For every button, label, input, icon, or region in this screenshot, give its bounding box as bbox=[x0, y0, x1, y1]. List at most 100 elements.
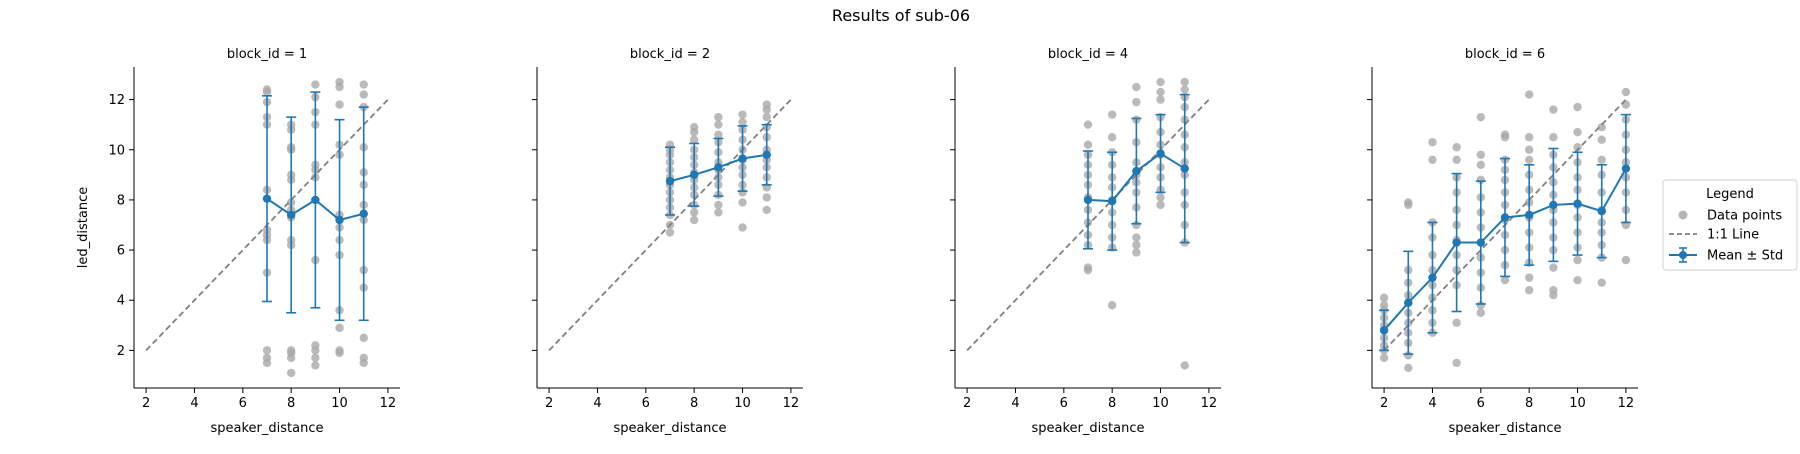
data-point bbox=[689, 128, 699, 137]
legend-marker-points bbox=[1678, 210, 1688, 220]
data-point bbox=[335, 82, 344, 92]
data-point bbox=[1452, 318, 1461, 327]
mean-point bbox=[1621, 164, 1631, 173]
data-point bbox=[714, 200, 723, 210]
mean-point bbox=[1180, 164, 1189, 173]
data-point bbox=[1379, 293, 1389, 302]
data-point bbox=[689, 215, 699, 225]
data-point bbox=[1132, 220, 1141, 230]
mean-point bbox=[689, 170, 699, 180]
data-point bbox=[1573, 275, 1582, 285]
data-point bbox=[1404, 363, 1413, 373]
data-point bbox=[1180, 85, 1189, 94]
data-point bbox=[311, 80, 320, 89]
x-tick-label: 12 bbox=[1618, 396, 1635, 411]
legend-title: Legend bbox=[1706, 187, 1754, 202]
data-point bbox=[1573, 255, 1582, 265]
data-point bbox=[1476, 150, 1486, 159]
data-point bbox=[1132, 248, 1141, 257]
mean-point bbox=[1573, 199, 1582, 208]
mean-point bbox=[1428, 273, 1437, 282]
panels: block_id = 1 2 4 6 8 10 12 2 4 6 8 10 12 speaker_dist… bbox=[76, 47, 1638, 436]
data-point bbox=[1476, 112, 1486, 122]
panel-title: block_id = 1 bbox=[227, 47, 307, 62]
data-point bbox=[1132, 240, 1141, 250]
x-axis-label: speaker_distance bbox=[1032, 421, 1145, 436]
data-point bbox=[665, 228, 675, 237]
x-tick-label: 2 bbox=[142, 396, 150, 411]
legend-label-mean: Mean ± Std bbox=[1707, 249, 1783, 264]
y-tick-label: 2 bbox=[117, 344, 125, 359]
data-point bbox=[1549, 133, 1558, 142]
data-point bbox=[262, 87, 272, 97]
data-point bbox=[1132, 233, 1141, 242]
x-tick-label: 8 bbox=[287, 396, 295, 411]
x-tick-label: 10 bbox=[1569, 396, 1586, 411]
legend-label-identity: 1:1 Line bbox=[1707, 228, 1759, 243]
panel-title: block_id = 2 bbox=[630, 47, 710, 62]
data-point bbox=[1180, 77, 1189, 87]
x-tick-label: 12 bbox=[380, 396, 397, 411]
mean-point bbox=[1083, 195, 1093, 205]
data-point bbox=[1524, 90, 1534, 99]
data-point bbox=[1500, 133, 1510, 142]
mean-point bbox=[1597, 206, 1606, 216]
data-point bbox=[1428, 138, 1437, 147]
data-point bbox=[335, 348, 344, 358]
panel-2: block_id = 2 2 4 6 8 10 12 speaker_distance bbox=[532, 47, 803, 436]
data-point bbox=[1549, 263, 1558, 272]
data-point bbox=[738, 223, 747, 232]
data-point bbox=[1524, 133, 1534, 142]
x-axis-label: speaker_distance bbox=[211, 421, 324, 436]
data-point bbox=[714, 112, 723, 122]
data-point bbox=[1083, 140, 1093, 149]
data-point bbox=[1573, 102, 1582, 112]
panel-3: block_id = 4 2 4 6 8 10 12 speaker_distance bbox=[950, 47, 1221, 436]
mean-point bbox=[1549, 200, 1558, 210]
data-point bbox=[1180, 361, 1189, 370]
data-point bbox=[1156, 95, 1165, 104]
data-point bbox=[1107, 301, 1117, 310]
panel-4: block_id = 6 2 4 6 8 10 12 speaker_distance bbox=[1367, 47, 1638, 436]
data-point bbox=[1379, 353, 1389, 363]
data-point bbox=[1597, 135, 1606, 144]
y-tick-label: 6 bbox=[117, 244, 125, 259]
panel-title: block_id = 4 bbox=[1048, 47, 1128, 62]
mean-point bbox=[262, 194, 272, 203]
mean-point bbox=[1452, 238, 1461, 247]
data-point bbox=[762, 105, 771, 114]
data-point bbox=[1452, 143, 1461, 152]
data-point bbox=[738, 117, 747, 127]
data-point bbox=[1476, 308, 1486, 317]
mean-point bbox=[359, 209, 368, 218]
x-axis-label: speaker_distance bbox=[1449, 421, 1562, 436]
data-point bbox=[1573, 143, 1582, 152]
data-point bbox=[286, 368, 296, 378]
data-point bbox=[1549, 105, 1558, 114]
data-point bbox=[359, 80, 368, 89]
x-tick-label: 8 bbox=[690, 396, 698, 411]
data-point bbox=[1156, 200, 1165, 210]
data-point bbox=[1524, 273, 1534, 282]
data-point bbox=[714, 130, 723, 139]
mean-point bbox=[286, 210, 296, 220]
data-point bbox=[311, 361, 320, 370]
x-tick-label: 4 bbox=[190, 396, 198, 411]
x-tick-label: 8 bbox=[1525, 396, 1533, 411]
mean-point bbox=[1132, 166, 1141, 176]
legend: Legend Data points 1:1 Line Mean ± Std bbox=[1662, 179, 1798, 271]
x-tick-label: 2 bbox=[1380, 396, 1388, 411]
data-point bbox=[335, 100, 344, 109]
mean-point bbox=[335, 215, 344, 225]
legend-label-points: Data points bbox=[1707, 209, 1782, 224]
y-tick-label: 4 bbox=[117, 294, 125, 309]
data-point bbox=[1597, 278, 1606, 287]
x-tick-label: 4 bbox=[1011, 396, 1019, 411]
data-point bbox=[1621, 255, 1631, 265]
data-point bbox=[1404, 351, 1413, 360]
x-tick-label: 12 bbox=[783, 396, 800, 411]
data-point bbox=[262, 358, 272, 368]
x-tick-label: 10 bbox=[734, 396, 751, 411]
x-tick-label: 6 bbox=[1477, 396, 1485, 411]
x-tick-label: 10 bbox=[331, 396, 348, 411]
